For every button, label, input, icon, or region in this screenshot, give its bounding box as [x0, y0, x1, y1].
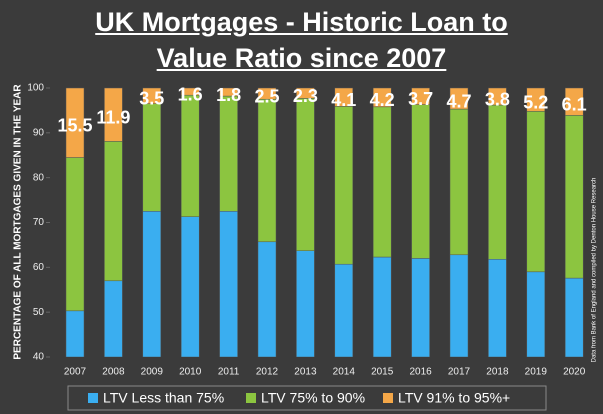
bar-segment	[219, 95, 238, 212]
bar-segment	[296, 250, 315, 357]
y-tick-label: 70	[33, 217, 45, 228]
data-label: 15.5	[57, 115, 92, 135]
bar-segment	[180, 216, 200, 357]
bar-segment	[372, 87, 392, 108]
legend-label: LTV 75% to 90%	[261, 390, 365, 406]
bar-segment	[488, 259, 507, 357]
chart-title: UK Mortgages - Historic Loan to Value Ra…	[95, 7, 508, 73]
data-label: 1.6	[178, 84, 203, 104]
bar-segment	[411, 87, 430, 105]
bar-segment	[334, 263, 354, 357]
data-label: 3.7	[408, 89, 433, 109]
bar-segment	[65, 310, 85, 357]
data-label: 4.1	[331, 90, 356, 110]
data-label: 2.5	[254, 86, 279, 106]
bar-segment	[142, 103, 162, 212]
x-tick-label: 2014	[333, 367, 356, 378]
bar-segment	[449, 254, 469, 357]
bars	[65, 87, 584, 357]
x-tick-label: 2013	[294, 367, 317, 378]
y-tick-label: 50	[33, 307, 45, 318]
data-label: 1.8	[216, 85, 241, 105]
data-label: 4.7	[446, 91, 471, 111]
data-label: 3.8	[485, 89, 510, 109]
bar-segment	[104, 87, 123, 142]
x-tick-label: 2015	[371, 367, 394, 378]
bar-segment	[411, 104, 430, 259]
bar-segment	[219, 211, 238, 357]
data-label: 11.9	[96, 107, 130, 127]
x-tick-label: 2020	[563, 367, 586, 378]
bar-segment	[564, 277, 584, 357]
bar-segment	[104, 280, 123, 357]
bar-segment	[526, 111, 546, 273]
legend-label: LTV Less than 75%	[103, 390, 224, 406]
legend-swatch	[383, 393, 393, 403]
x-tick-label: 2009	[141, 367, 164, 378]
legend-swatch	[246, 393, 256, 403]
bar-segment	[411, 258, 430, 357]
x-tick-label: 2016	[409, 367, 432, 378]
bar-segment	[334, 87, 354, 107]
x-tick-label: 2008	[102, 367, 125, 378]
bar-segment	[526, 271, 546, 357]
bar-segment	[372, 106, 392, 258]
bar-segment	[65, 157, 85, 312]
legend-swatch	[88, 393, 98, 403]
bar-segment	[257, 98, 277, 243]
bar-segment	[219, 87, 238, 97]
bar-segment	[564, 87, 584, 116]
x-tick-label: 2011	[218, 367, 240, 378]
bar-segment	[526, 87, 546, 112]
bar-segment	[372, 256, 392, 357]
bar-segment	[449, 108, 469, 256]
data-label: 6.1	[562, 94, 587, 114]
data-label: 3.5	[139, 89, 164, 109]
bar-segment	[65, 87, 85, 158]
x-tick-label: 2007	[64, 367, 87, 378]
y-tick-label: 40	[33, 352, 45, 363]
data-label: 2.3	[293, 86, 318, 106]
x-tick-label: 2012	[256, 367, 279, 378]
data-label: 5.2	[523, 92, 548, 112]
y-axis-label: PERCENTAGE OF ALL MORTGAGES GIVEN IN THE…	[13, 84, 24, 360]
legend-label: LTV 91% to 95%+	[398, 390, 510, 406]
bar-segment	[142, 211, 162, 357]
bar-segment	[488, 87, 507, 106]
bar-segment	[142, 87, 162, 104]
bar-segment	[296, 87, 315, 99]
bar-segment	[564, 115, 584, 279]
y-tick-label: 80	[33, 172, 45, 183]
x-tick-label: 2010	[179, 367, 202, 378]
bar-segment	[334, 106, 354, 265]
bar-segment	[180, 87, 200, 96]
bar-segment	[180, 94, 200, 217]
y-tick-label: 60	[33, 262, 45, 273]
legend-box	[67, 385, 547, 411]
y-tick-label: 100	[27, 83, 44, 94]
bar-segment	[488, 104, 507, 260]
source-note: Data from Bank of England and compiled b…	[592, 178, 598, 363]
bar-segment	[257, 241, 277, 357]
bar-segment	[257, 87, 277, 100]
x-tick-label: 2019	[525, 367, 548, 378]
x-tick-label: 2018	[486, 367, 509, 378]
bar-segment	[104, 141, 123, 282]
x-tick-label: 2017	[448, 367, 471, 378]
y-tick-label: 90	[33, 127, 45, 138]
bar-segment	[296, 98, 315, 251]
bar-segment	[449, 87, 469, 110]
data-label: 4.2	[370, 90, 395, 110]
